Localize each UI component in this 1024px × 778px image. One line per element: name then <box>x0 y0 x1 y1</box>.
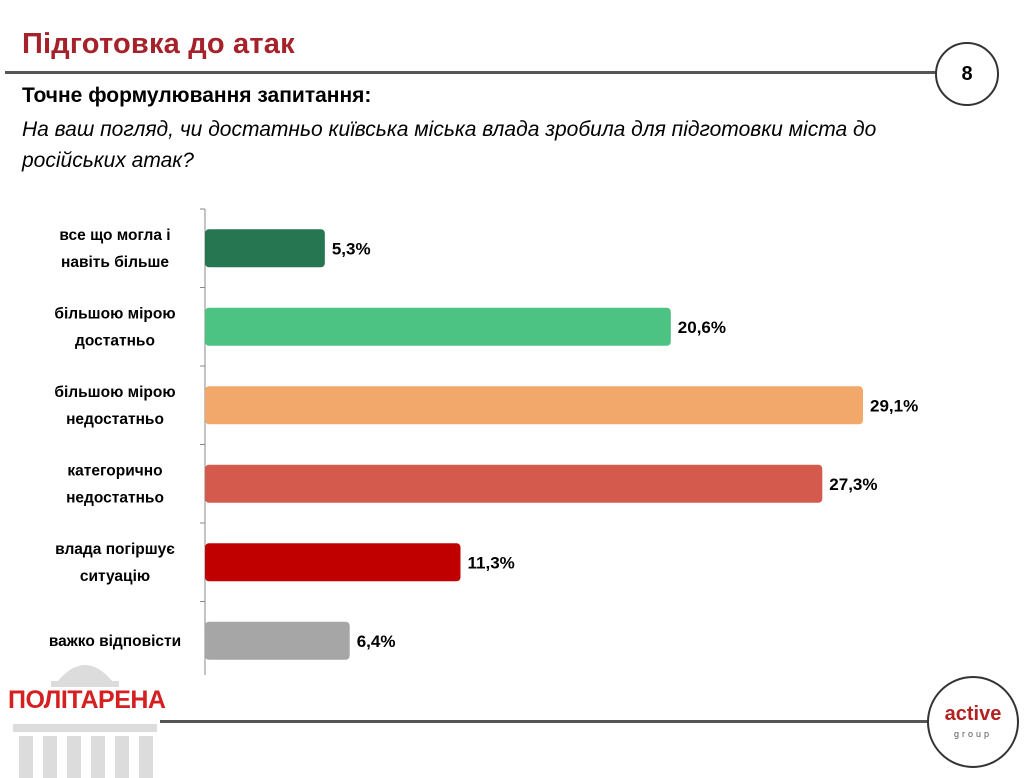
value-label: 6,4% <box>357 632 396 651</box>
bar-chart: 5,3% все що могла і навіть більше 20,6% біль… <box>49 208 918 675</box>
brand-sub: group <box>953 729 993 739</box>
category-label: все що могла і <box>59 227 170 244</box>
category-label: більшою мірою <box>54 384 175 401</box>
brand-name: active <box>944 703 1002 725</box>
value-label: 11,3% <box>468 553 515 572</box>
category-label: категорично <box>67 462 162 479</box>
active-group-logo: active group <box>927 676 1019 768</box>
bar <box>205 464 823 503</box>
politarena-logo: ПОЛІТАРЕНА <box>8 686 166 714</box>
politarena-building-icon <box>13 665 157 778</box>
bar <box>205 543 461 582</box>
question-text: На ваш погляд, чи достатньо київська міс… <box>22 118 877 172</box>
category-label: навіть більше <box>61 254 169 271</box>
category-label: недостатньо <box>66 489 164 506</box>
value-label: 29,1% <box>870 396 918 415</box>
bar <box>205 621 350 660</box>
title-divider <box>5 71 940 74</box>
bar <box>205 307 671 346</box>
category-label: ситуацію <box>80 568 150 585</box>
category-label: достатньо <box>75 332 155 349</box>
bar <box>205 229 325 268</box>
category-label: недостатньо <box>66 411 164 428</box>
category-label: влада погіршує <box>55 541 175 558</box>
footer-divider <box>160 720 940 723</box>
value-label: 20,6% <box>678 318 726 337</box>
category-label: більшою мірою <box>54 305 175 322</box>
bar <box>205 386 863 425</box>
category-label: важко відповісти <box>49 633 181 650</box>
value-label: 5,3% <box>332 239 371 258</box>
question-label: Точне формулювання запитання: <box>22 84 372 107</box>
page-number: 8 <box>935 42 999 106</box>
value-label: 27,3% <box>829 475 877 494</box>
page-title: Підготовка до атак <box>22 28 295 60</box>
